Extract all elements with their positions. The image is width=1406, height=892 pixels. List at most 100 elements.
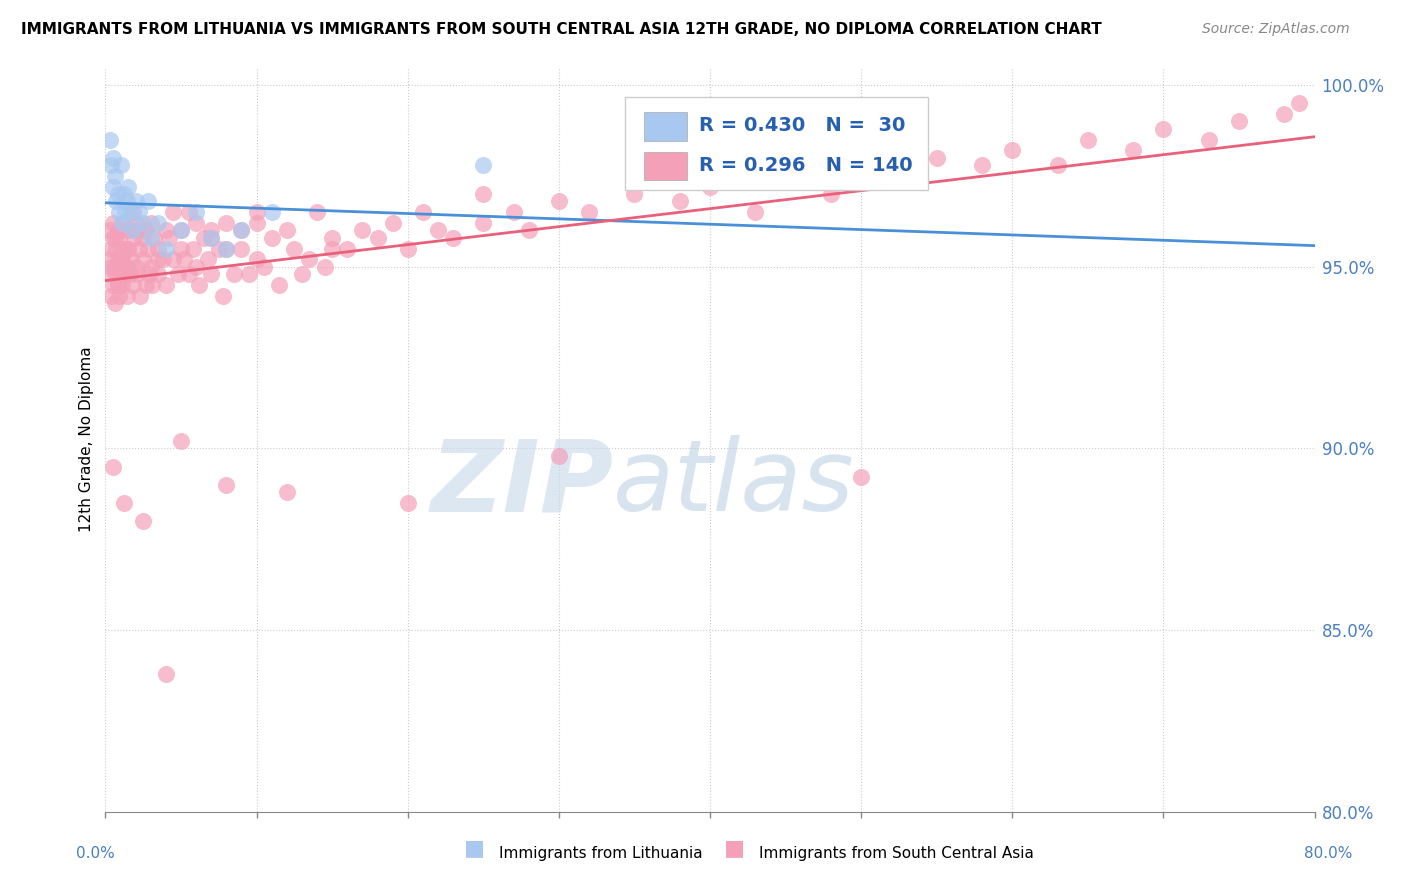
Point [215,477,238,491]
Point [98,267,121,281]
Point [148,267,170,281]
Point [148,216,170,230]
Point [291,267,314,281]
FancyBboxPatch shape [644,152,688,180]
Point [139,260,162,274]
Point [128,242,150,256]
Point [100,289,122,303]
Point [105,267,128,281]
Point [98,223,121,237]
Point [121,223,143,237]
Point [155,242,177,256]
Point [114,242,136,256]
Point [1198,132,1220,146]
Text: R = 0.430   N =  30: R = 0.430 N = 30 [699,116,905,136]
Point [101,459,124,474]
Point [157,230,180,244]
Point [121,277,143,292]
Point [122,230,145,244]
Point [669,194,692,209]
Point [148,252,170,267]
Point [548,194,571,209]
Point [128,205,150,219]
Point [135,277,157,292]
Point [141,277,163,292]
Y-axis label: 12th Grade, No Diploma: 12th Grade, No Diploma [79,346,94,533]
Point [98,132,121,146]
Point [118,267,141,281]
Point [321,242,343,256]
Text: atlas: atlas [613,435,855,533]
Point [107,187,129,202]
Point [155,223,177,237]
Point [200,223,222,237]
Point [155,666,177,681]
Point [139,216,162,230]
Point [1288,96,1310,111]
Point [107,277,129,292]
Point [117,179,139,194]
Point [107,223,129,237]
Point [110,158,132,172]
Point [129,289,152,303]
Point [212,289,235,303]
Point [101,151,124,165]
Point [1046,158,1069,172]
Point [152,252,174,267]
Point [253,260,276,274]
Point [298,252,321,267]
Point [101,179,124,194]
Point [200,230,222,244]
Point [1077,132,1099,146]
Point [117,242,139,256]
Point [170,434,193,449]
Point [849,158,872,172]
Point [396,242,419,256]
Point [115,260,138,274]
Point [100,242,122,256]
Point [246,205,269,219]
Point [162,205,184,219]
Point [132,216,155,230]
Point [110,223,132,237]
Point [623,187,645,202]
Point [269,277,291,292]
Text: Immigrants from South Central Asia: Immigrants from South Central Asia [759,847,1035,861]
Point [120,252,142,267]
Point [127,267,149,281]
Text: R = 0.296   N = 140: R = 0.296 N = 140 [699,156,912,175]
Point [427,223,450,237]
Point [100,260,122,274]
Point [502,205,524,219]
Point [396,496,419,510]
FancyBboxPatch shape [626,96,928,190]
Point [208,242,231,256]
Point [820,187,842,202]
Point [623,169,645,183]
Point [336,242,359,256]
Point [111,252,134,267]
Point [1001,144,1024,158]
Point [136,242,159,256]
Point [124,260,148,274]
Point [132,514,155,528]
Point [472,158,495,172]
Text: ZIP: ZIP [430,435,613,533]
Point [215,242,238,256]
Point [138,267,160,281]
Point [352,223,374,237]
Point [173,252,195,267]
Point [215,216,238,230]
Point [115,194,138,209]
Point [548,449,571,463]
Point [472,216,495,230]
Point [260,205,283,219]
Point [1274,107,1296,121]
Point [124,216,148,230]
Point [103,169,125,183]
Text: ■: ■ [724,838,745,858]
Point [699,179,721,194]
Point [775,169,797,183]
Point [112,187,135,202]
Point [177,205,200,219]
